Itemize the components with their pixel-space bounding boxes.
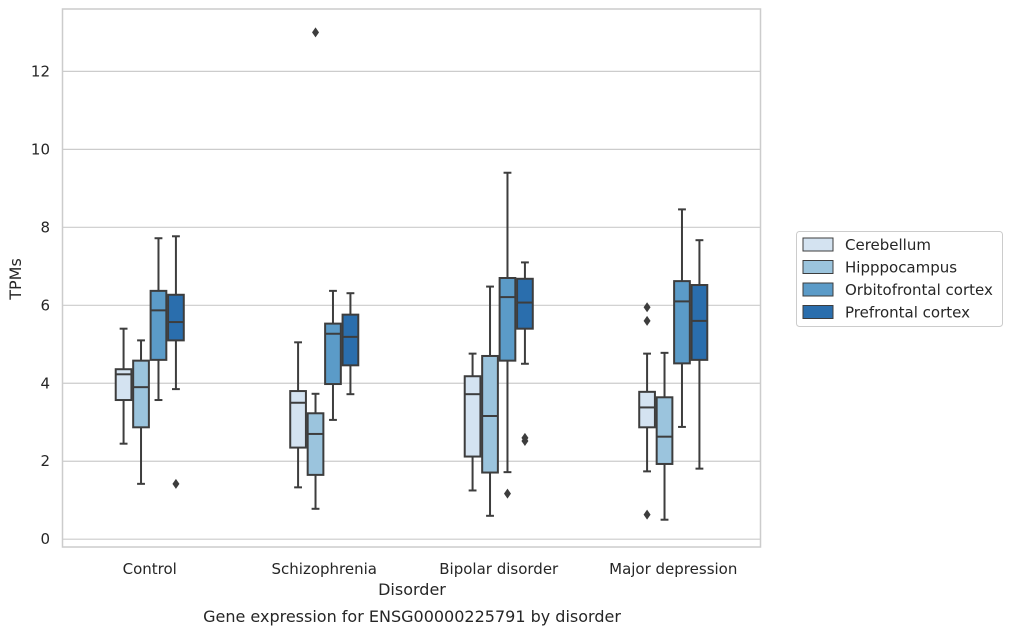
box-body xyxy=(516,277,534,330)
outlier-point xyxy=(172,478,180,489)
box-plot xyxy=(167,235,185,489)
y-axis-label: TPMs xyxy=(6,258,25,301)
legend-label: Orbitofrontal cortex xyxy=(845,281,993,299)
box-plot xyxy=(341,292,360,396)
legend-swatch xyxy=(802,305,834,319)
box-body xyxy=(149,289,168,361)
outlier-point xyxy=(643,315,651,326)
y-tick-label: 12 xyxy=(31,62,50,80)
legend-label: Prefrontal cortex xyxy=(845,304,970,322)
box-body xyxy=(324,322,342,386)
x-tick-labels: Control Schizophrenia Bipolar disorder Majo… xyxy=(123,560,738,578)
legend-swatch xyxy=(802,282,834,297)
box-plot xyxy=(324,289,342,421)
box-plot xyxy=(306,27,325,510)
outlier-point xyxy=(312,27,320,38)
box-body xyxy=(498,277,517,362)
plot-area-border xyxy=(61,8,762,548)
x-tick-label: Control xyxy=(123,560,177,578)
box-body xyxy=(673,280,691,365)
outlier-point xyxy=(643,302,651,313)
box-plot xyxy=(481,285,499,517)
chart-caption: Gene expression for ENSG00000225791 by d… xyxy=(203,607,621,626)
legend-item: Hipppocampus xyxy=(802,259,957,277)
legend-swatch xyxy=(802,260,834,274)
y-tick-label: 2 xyxy=(40,452,50,470)
box-plot xyxy=(289,341,307,489)
box-body xyxy=(690,284,709,361)
x-tick-label: Schizophrenia xyxy=(272,560,377,578)
box-body xyxy=(289,390,307,449)
y-tick-label: 4 xyxy=(40,374,50,392)
series-group xyxy=(167,235,709,489)
y-tick-label: 0 xyxy=(40,530,50,548)
legend-item: Orbitofrontal cortex xyxy=(802,281,993,299)
legend-item: Prefrontal cortex xyxy=(802,304,970,322)
x-tick-label: Major depression xyxy=(609,560,737,578)
box-plot xyxy=(463,352,482,492)
plot-frame xyxy=(61,8,762,548)
legend-item: Cerebellum xyxy=(802,236,931,254)
box-body xyxy=(114,368,133,402)
x-axis-label: Disorder xyxy=(378,580,446,599)
outlier-point xyxy=(503,488,511,499)
box-plot xyxy=(498,171,517,499)
y-tick-label: 10 xyxy=(31,140,50,158)
box-plot xyxy=(516,261,534,446)
legend-swatch xyxy=(802,237,834,252)
legend-frame xyxy=(796,231,1003,327)
outlier-point xyxy=(521,435,529,446)
box-plot xyxy=(638,302,656,520)
box-body xyxy=(655,396,674,465)
box-plot xyxy=(114,327,133,445)
box-body xyxy=(463,375,482,458)
box-plot xyxy=(132,339,150,485)
series-group xyxy=(149,171,691,499)
series-group xyxy=(132,27,674,521)
box-body xyxy=(167,293,185,342)
y-tick-label: 8 xyxy=(40,218,50,236)
box-plot xyxy=(655,351,674,521)
box-series xyxy=(114,27,709,521)
box-body xyxy=(638,390,656,429)
series-group xyxy=(114,302,656,520)
box-body xyxy=(481,354,499,474)
outlier-point xyxy=(643,509,651,520)
box-body xyxy=(306,412,325,476)
legend-label: Cerebellum xyxy=(845,236,931,254)
legend-label: Hipppocampus xyxy=(845,259,957,277)
box-plot xyxy=(673,208,691,428)
box-plot xyxy=(149,237,168,402)
box-body xyxy=(132,359,150,429)
y-tick-label: 6 xyxy=(40,296,50,314)
box-plot xyxy=(690,239,709,470)
y-tick-labels: 0 2 4 6 8 10 12 xyxy=(31,62,50,548)
legend: Cerebellum Hipppocampus Orbitofrontal cort… xyxy=(796,231,1003,327)
box-body xyxy=(341,313,360,367)
x-tick-label: Bipolar disorder xyxy=(439,560,559,578)
